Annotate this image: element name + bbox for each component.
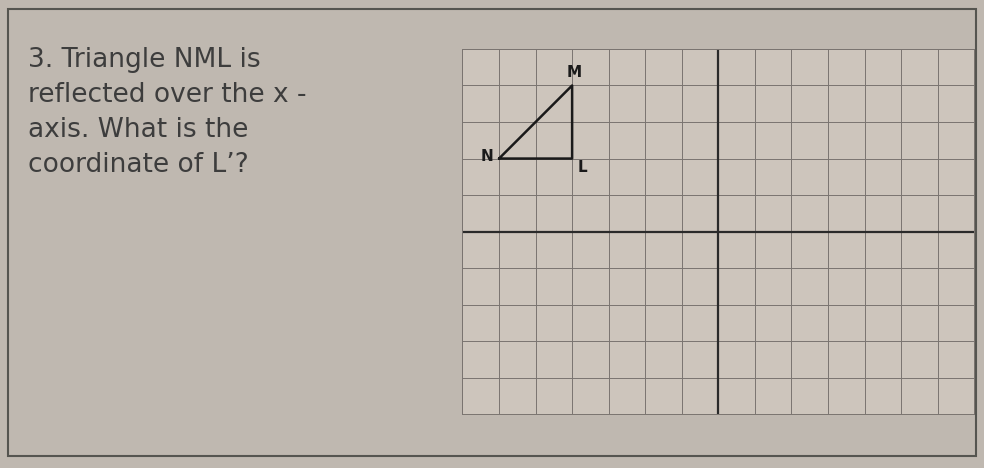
Text: 3. Triangle NML is
reflected over the x -
axis. What is the
coordinate of L’?: 3. Triangle NML is reflected over the x …: [28, 47, 306, 178]
Text: L: L: [578, 161, 587, 176]
Text: N: N: [481, 149, 494, 164]
Text: M: M: [567, 65, 582, 80]
